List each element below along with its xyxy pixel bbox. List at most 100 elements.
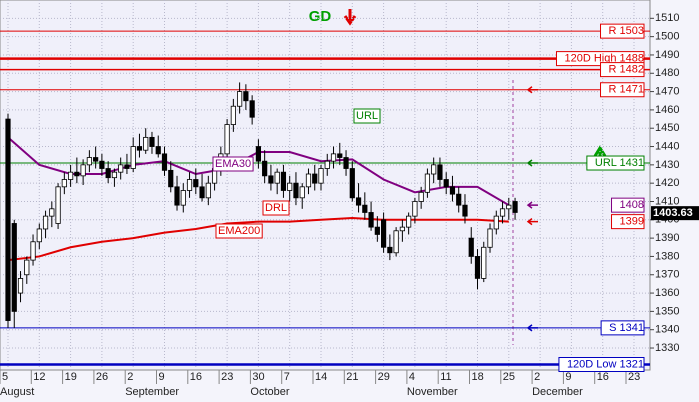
candle-body	[349, 168, 355, 199]
candle-body	[374, 226, 380, 235]
candle-body	[61, 179, 67, 188]
candle-body	[324, 160, 330, 169]
candle-body	[11, 223, 17, 312]
candle-body	[255, 146, 262, 162]
candle-body	[280, 171, 287, 191]
x-tick-label: 14	[315, 371, 327, 383]
candle-body	[380, 219, 387, 248]
annotation: URL	[356, 110, 378, 122]
annotation: DRL	[265, 202, 287, 214]
annotation-box	[212, 156, 254, 172]
candle-body	[93, 157, 99, 162]
y-tick-label: 1380	[655, 250, 679, 262]
y-tick-label: 1390	[655, 232, 679, 244]
x-tick-label: 21	[346, 371, 358, 383]
x-tick-label: 19	[65, 371, 77, 383]
y-tick-label: 1440	[655, 140, 679, 152]
level-box	[611, 197, 645, 213]
level-label: URL 1431	[595, 157, 644, 169]
price-tag-label: 1403.63	[653, 207, 693, 219]
candle-body	[161, 153, 168, 171]
candle-body	[199, 186, 205, 199]
y-tick-label: 1490	[655, 49, 679, 61]
candle-body	[124, 164, 130, 169]
level-box	[600, 23, 645, 39]
candle-body	[355, 197, 362, 206]
annotation-box	[262, 200, 290, 216]
y-tick-label: 1510	[655, 12, 679, 24]
x-tick-label: 9	[565, 371, 571, 383]
level-arrow	[526, 201, 538, 209]
candle-body	[249, 100, 255, 118]
candle-body	[512, 201, 518, 213]
x-tick-label: 25	[503, 371, 515, 383]
candle-body	[130, 146, 136, 169]
candle-body	[86, 157, 92, 166]
month-label: September	[125, 386, 179, 398]
x-tick-label: 16	[597, 371, 609, 383]
candle-body	[118, 164, 124, 173]
y-tick-label: 1470	[655, 85, 679, 97]
level-arrow	[526, 86, 538, 94]
x-tick-label: 2	[534, 371, 540, 383]
candle-body	[17, 278, 24, 294]
annotation: EMA30	[215, 158, 251, 170]
candle-body	[474, 256, 481, 279]
x-tick-label: 16	[190, 371, 202, 383]
candle-body	[5, 118, 11, 321]
y-tick-label: 1500	[655, 31, 679, 43]
candle-body	[230, 105, 236, 125]
plot-area	[0, 0, 651, 371]
x-tick-label: 23	[221, 371, 233, 383]
candle-body	[68, 171, 74, 180]
candle-body	[431, 164, 437, 175]
candle-body	[243, 91, 249, 102]
level-label: 1408	[620, 199, 644, 211]
candle-body	[418, 191, 424, 202]
candle-body	[180, 190, 186, 206]
month-label: November	[407, 386, 458, 398]
candle-body	[205, 182, 211, 199]
candle-body	[362, 204, 368, 213]
candle-body	[268, 175, 274, 184]
x-tick-label: 4	[409, 371, 415, 383]
level-arrow	[526, 159, 538, 167]
y-tick-label: 1430	[655, 159, 679, 171]
level-label: S 1341	[609, 322, 644, 334]
candle-body	[74, 171, 80, 177]
y-tick-label: 1350	[655, 305, 679, 317]
candle-body	[143, 136, 149, 151]
candle-body	[155, 146, 161, 155]
candle-body	[193, 179, 199, 188]
annotation-box	[215, 223, 263, 239]
candle-body	[149, 136, 155, 147]
candle-body	[299, 186, 305, 199]
candle-body	[312, 173, 318, 184]
candle-body	[406, 215, 412, 228]
candle-body	[318, 168, 324, 184]
candle-body	[24, 259, 30, 276]
month-label: August	[0, 386, 34, 398]
x-tick-label: 5	[2, 371, 8, 383]
annotation-box	[353, 108, 381, 124]
candle-body	[506, 204, 512, 210]
level-label: 120D Low 1321	[567, 358, 644, 370]
candle-body	[412, 201, 418, 217]
candle-body	[224, 124, 230, 155]
level-box	[586, 155, 645, 171]
candle-body	[399, 226, 405, 232]
candle-body	[99, 160, 105, 169]
candle-body	[49, 208, 55, 217]
y-tick-label: 1410	[655, 195, 679, 207]
x-tick-label: 2	[127, 371, 133, 383]
level-label: R 1482	[609, 64, 644, 76]
candle-body	[343, 157, 349, 169]
x-tick-label: 30	[252, 371, 264, 383]
x-tick-label: 12	[33, 371, 45, 383]
candle-body	[424, 173, 431, 193]
level-box	[558, 357, 645, 373]
candle-body	[443, 179, 449, 188]
candle-body	[168, 169, 174, 188]
month-label: December	[532, 386, 583, 398]
y-tick-label: 1340	[655, 324, 679, 336]
